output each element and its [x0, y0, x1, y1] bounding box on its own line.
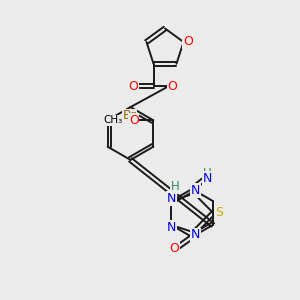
Text: CH₃: CH₃ [103, 115, 122, 125]
Text: N: N [167, 192, 176, 205]
Text: O: O [169, 242, 179, 255]
Text: N: N [167, 221, 176, 234]
Text: N: N [191, 184, 200, 197]
Text: O: O [128, 80, 138, 93]
Text: N: N [191, 228, 200, 241]
Text: S: S [214, 206, 223, 220]
Text: O: O [183, 35, 193, 49]
Text: Br: Br [123, 109, 137, 122]
Text: N: N [202, 172, 212, 185]
Text: O: O [129, 114, 139, 127]
Text: O: O [167, 80, 177, 93]
Text: H: H [170, 180, 179, 193]
Text: H: H [202, 167, 211, 180]
